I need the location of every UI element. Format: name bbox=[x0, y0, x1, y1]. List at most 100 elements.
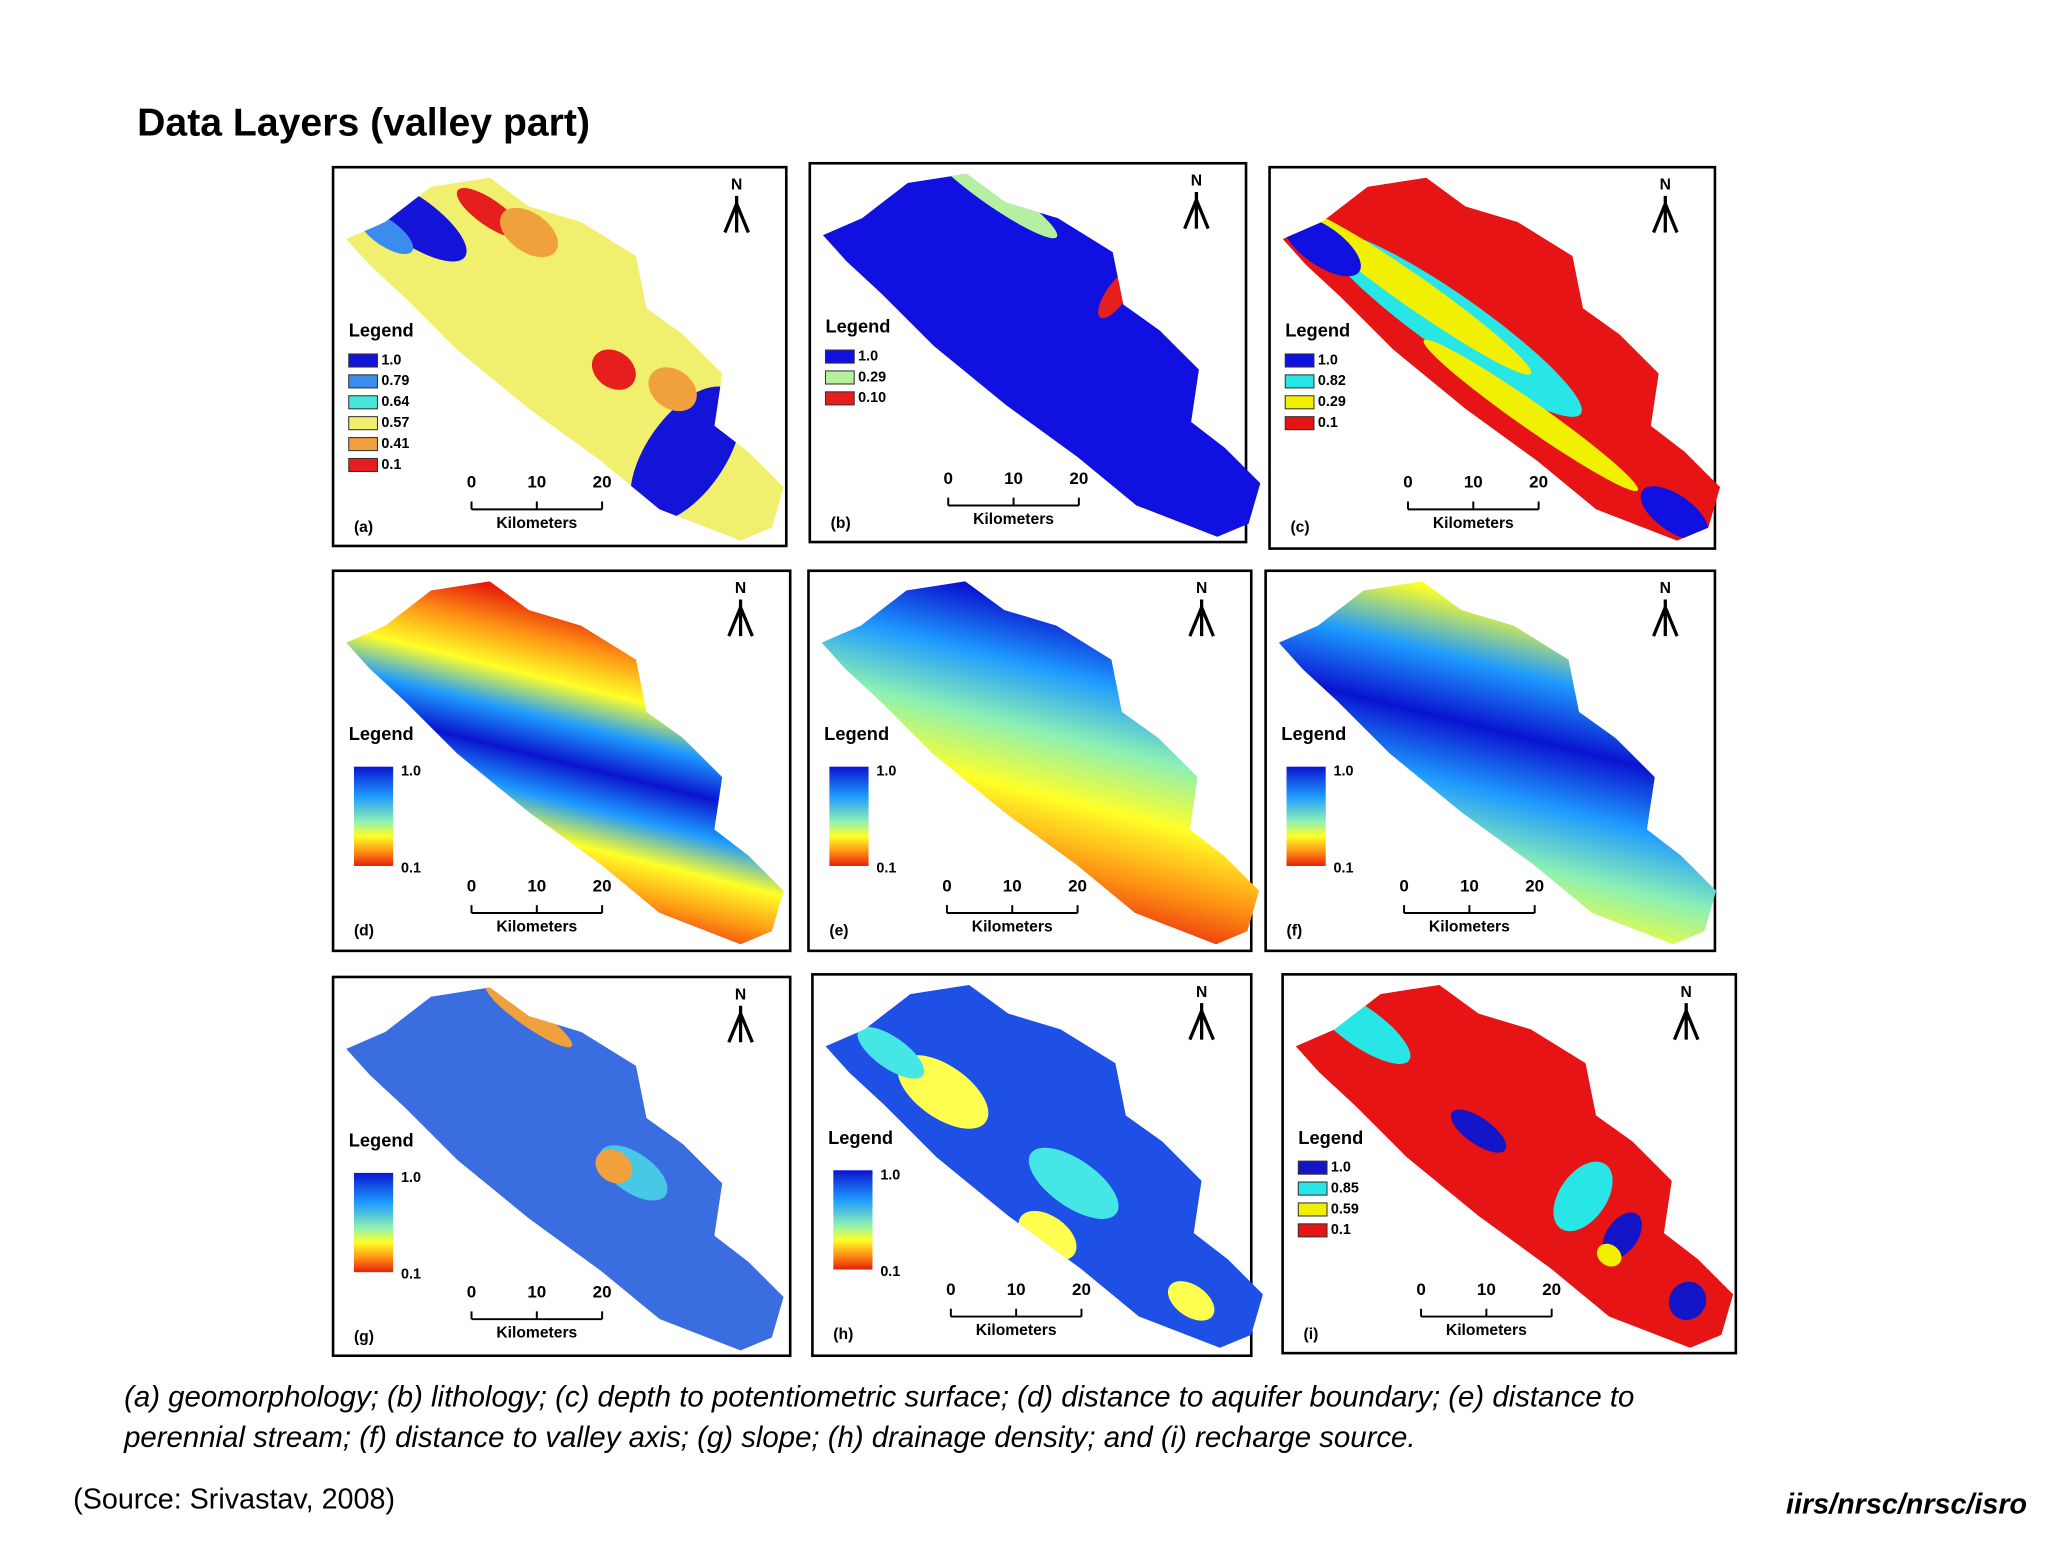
caption-line: perennial stream; (f) distance to valley… bbox=[123, 1421, 1415, 1454]
north-label: N bbox=[1660, 580, 1671, 597]
legend-colorbar bbox=[1286, 766, 1326, 866]
legend-label: 1.0 bbox=[858, 348, 878, 364]
legend-title: Legend bbox=[349, 1129, 414, 1150]
legend-swatch bbox=[1297, 1223, 1328, 1238]
legend-title: Legend bbox=[828, 1127, 893, 1148]
panel-label: (i) bbox=[1304, 1326, 1319, 1343]
map-zone bbox=[1028, 1147, 1119, 1219]
north-arrow bbox=[1672, 1003, 1700, 1041]
map-zone bbox=[1640, 486, 1709, 541]
legend-swatch bbox=[1297, 1181, 1328, 1196]
footer: iirs/nrsc/nrsc/isro bbox=[1786, 1489, 2027, 1521]
scale-label: 20 bbox=[593, 876, 612, 895]
legend-min: 0.1 bbox=[401, 860, 421, 876]
north-label: N bbox=[735, 986, 746, 1003]
scale-label: 10 bbox=[1460, 876, 1479, 895]
legend-swatch bbox=[1284, 353, 1315, 368]
slide-content: Data Layers (valley part) (a) geomorphol… bbox=[73, 102, 2027, 1521]
scale-label: 0 bbox=[944, 469, 953, 488]
north-arrow bbox=[1183, 191, 1210, 230]
scale-bar bbox=[1420, 1308, 1553, 1318]
north-arrow bbox=[727, 1005, 754, 1043]
north-label: N bbox=[1196, 984, 1207, 1001]
scale-unit: Kilometers bbox=[1446, 1322, 1527, 1339]
map-panel: N Legend 1.0 0.29 0.10 0 10 20 Kilometers (b) bbox=[808, 161, 1261, 544]
legend-label: 0.79 bbox=[381, 373, 409, 389]
scale-label: 0 bbox=[467, 473, 476, 492]
slide-title: Data Layers (valley part) bbox=[137, 102, 590, 145]
scale-label: 20 bbox=[1529, 473, 1548, 492]
legend-colorbar bbox=[353, 766, 394, 866]
legend-swatch bbox=[1297, 1202, 1328, 1217]
legend-swatch bbox=[1284, 395, 1315, 410]
scale-unit: Kilometers bbox=[973, 511, 1054, 528]
panel-label: (e) bbox=[829, 922, 848, 939]
panel-label: (a) bbox=[354, 519, 373, 536]
map-area bbox=[1295, 984, 1734, 1348]
legend-swatch bbox=[348, 395, 378, 410]
legend-label: 0.29 bbox=[1318, 394, 1346, 410]
map bbox=[1278, 581, 1717, 945]
legend-label: 0.64 bbox=[381, 394, 409, 410]
scale-label: 20 bbox=[593, 1283, 612, 1302]
map bbox=[1282, 177, 1721, 541]
scale-label: 0 bbox=[467, 1283, 476, 1302]
legend-max: 1.0 bbox=[401, 1170, 421, 1186]
scale-label: 10 bbox=[527, 876, 546, 895]
source: (Source: Srivastav, 2008) bbox=[73, 1483, 395, 1515]
map-area bbox=[821, 581, 1260, 945]
scale-label: 10 bbox=[1477, 1280, 1496, 1299]
panel-label: (g) bbox=[354, 1329, 374, 1346]
legend-colorbar bbox=[833, 1170, 873, 1270]
legend-title: Legend bbox=[825, 316, 890, 337]
map-zone bbox=[1167, 1281, 1215, 1321]
map-zone bbox=[1668, 1281, 1707, 1321]
legend-label: 1.0 bbox=[1318, 352, 1338, 368]
legend-label: 0.57 bbox=[381, 415, 409, 431]
scale-label: 10 bbox=[1003, 876, 1022, 895]
legend-title: Legend bbox=[824, 723, 889, 744]
scale-bar bbox=[1407, 501, 1540, 511]
north-label: N bbox=[735, 580, 746, 597]
panel-label: (d) bbox=[354, 922, 374, 939]
legend-title: Legend bbox=[349, 320, 414, 341]
map bbox=[346, 177, 784, 541]
map-zone bbox=[1553, 1161, 1613, 1232]
north-arrow bbox=[1188, 599, 1215, 637]
legend-label: 1.0 bbox=[1331, 1159, 1351, 1175]
legend-swatch bbox=[348, 374, 378, 389]
map-zone bbox=[1450, 1109, 1507, 1153]
scale-label: 10 bbox=[527, 473, 546, 492]
legend-swatch bbox=[824, 391, 855, 406]
scale-unit: Kilometers bbox=[496, 918, 577, 935]
legend-colorbar bbox=[829, 766, 869, 866]
scale-label: 20 bbox=[1542, 1280, 1561, 1299]
map-panel: N Legend 1.0 0.82 0.29 0.1 0 10 20 Kilometers (c) bbox=[1268, 165, 1721, 550]
scale-label: 20 bbox=[1525, 876, 1544, 895]
north-arrow bbox=[723, 195, 750, 234]
map-zone bbox=[591, 349, 636, 390]
map-zone bbox=[1295, 207, 1532, 375]
map-area bbox=[346, 581, 784, 945]
legend-swatch bbox=[1284, 374, 1315, 389]
north-label: N bbox=[1196, 580, 1207, 597]
map bbox=[821, 581, 1260, 945]
legend-label: 0.82 bbox=[1318, 373, 1346, 389]
panel-label: (f) bbox=[1287, 922, 1303, 939]
north-label: N bbox=[1681, 984, 1692, 1001]
legend-min: 0.1 bbox=[1334, 860, 1354, 876]
scale-bar bbox=[949, 1308, 1083, 1318]
legend-min: 0.1 bbox=[876, 860, 896, 876]
legend-title: Legend bbox=[1285, 320, 1350, 341]
north-arrow bbox=[1652, 195, 1679, 234]
scale-unit: Kilometers bbox=[496, 1325, 577, 1342]
legend-title: Legend bbox=[349, 723, 414, 744]
scale-label: 20 bbox=[1068, 876, 1087, 895]
scale-label: 0 bbox=[1399, 876, 1408, 895]
legend-title: Legend bbox=[1281, 723, 1346, 744]
north-arrow bbox=[727, 599, 754, 637]
legend-swatch bbox=[348, 353, 378, 368]
scale-label: 20 bbox=[593, 473, 612, 492]
map-panel: N Legend 1.0 0.85 0.59 0.1 0 10 20 Kilometers (i) bbox=[1281, 973, 1738, 1355]
